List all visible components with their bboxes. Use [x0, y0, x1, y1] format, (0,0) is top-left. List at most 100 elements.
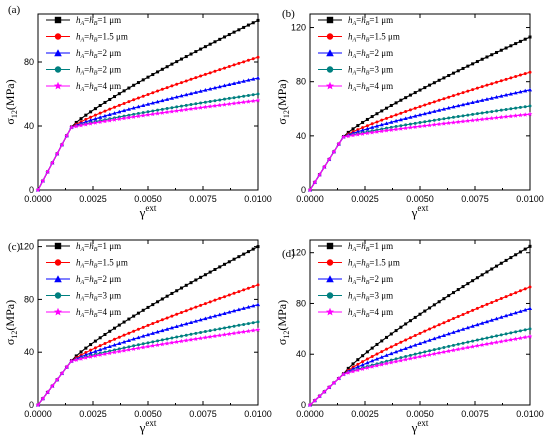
data-point — [375, 120, 379, 124]
data-point — [146, 323, 150, 327]
series-line — [309, 89, 531, 191]
data-point — [222, 332, 227, 337]
data-point — [466, 282, 470, 286]
data-point — [198, 105, 203, 110]
data-point — [127, 345, 131, 349]
data-point — [151, 91, 155, 95]
data-point — [523, 37, 527, 41]
data-point — [461, 285, 465, 289]
data-point — [495, 334, 499, 338]
data-point — [374, 363, 380, 368]
data-point — [370, 354, 374, 358]
legend-marker — [54, 307, 62, 316]
data-point — [389, 115, 393, 119]
data-point — [49, 160, 55, 165]
data-point — [208, 86, 213, 91]
data-point — [113, 105, 117, 109]
data-point — [132, 329, 136, 333]
data-point — [503, 114, 509, 119]
data-point — [365, 360, 370, 365]
y-tick-label: 120 — [19, 242, 34, 252]
data-point — [121, 115, 127, 121]
data-point — [455, 346, 461, 352]
data-point — [236, 100, 242, 105]
data-point — [160, 338, 164, 342]
x-axis-label: γext — [139, 203, 157, 220]
x-tick-label: 0.0050 — [134, 194, 162, 204]
data-point — [179, 107, 184, 113]
data-point — [528, 244, 532, 248]
data-point — [194, 102, 198, 106]
data-point — [485, 302, 489, 306]
data-point — [146, 305, 150, 309]
data-point — [246, 93, 250, 97]
data-point — [436, 350, 442, 355]
data-point — [223, 295, 227, 299]
data-point — [317, 172, 322, 177]
data-point — [93, 346, 97, 350]
data-point — [355, 367, 361, 373]
data-point — [218, 98, 222, 102]
data-point — [223, 66, 227, 70]
data-point — [156, 300, 160, 304]
data-point — [117, 341, 122, 345]
data-point — [528, 35, 532, 39]
data-point — [159, 341, 165, 347]
data-point — [218, 265, 222, 269]
data-point — [393, 126, 399, 132]
data-point — [150, 100, 155, 105]
data-point — [256, 92, 260, 96]
data-point — [356, 362, 360, 366]
data-point — [388, 359, 394, 365]
data-point — [236, 80, 241, 84]
data-point — [470, 117, 475, 123]
data-point — [490, 335, 494, 339]
x-tick-label: 0.0100 — [244, 194, 272, 204]
data-point — [399, 98, 403, 102]
data-point — [189, 77, 193, 81]
data-point — [136, 81, 140, 85]
data-point — [428, 349, 432, 353]
data-point — [475, 60, 479, 64]
data-point — [413, 121, 417, 125]
y-tick-label: 40 — [296, 131, 306, 141]
data-point — [107, 350, 113, 356]
data-point — [117, 335, 121, 339]
data-point — [466, 89, 470, 93]
data-point — [490, 300, 494, 304]
data-point — [179, 81, 183, 85]
data-point — [251, 57, 255, 61]
data-point — [431, 122, 437, 127]
data-point — [198, 89, 203, 93]
data-point — [246, 78, 251, 82]
data-point — [40, 178, 46, 183]
data-point — [256, 55, 260, 59]
data-point — [437, 334, 442, 339]
y-tick-label: 0 — [301, 400, 306, 410]
data-point — [499, 108, 503, 112]
data-point — [242, 288, 246, 292]
data-point — [427, 122, 432, 128]
data-point — [413, 106, 417, 110]
data-point — [336, 376, 342, 381]
data-point — [494, 316, 499, 321]
data-point — [418, 312, 422, 316]
data-point — [145, 102, 151, 106]
data-point — [151, 73, 155, 77]
data-point — [236, 330, 242, 335]
data-point — [165, 337, 169, 341]
data-point — [317, 393, 322, 399]
data-point — [312, 179, 318, 185]
data-point — [208, 71, 212, 75]
legend-label: hA=hB=2 μm — [76, 65, 121, 77]
data-point — [485, 83, 489, 87]
data-point — [355, 132, 361, 137]
data-point — [188, 337, 194, 342]
data-point — [251, 247, 255, 251]
data-point — [83, 119, 88, 124]
legend-label: hA=hB=4 μm — [348, 81, 393, 93]
data-point — [97, 119, 103, 125]
data-point — [518, 39, 522, 43]
x-tick-label: 0.0000 — [296, 409, 324, 419]
